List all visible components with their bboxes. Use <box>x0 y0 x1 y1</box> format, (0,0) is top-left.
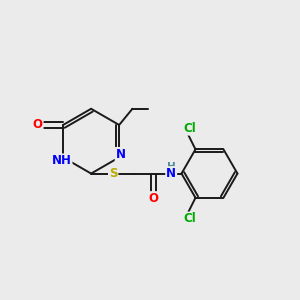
Text: H: H <box>167 162 176 172</box>
Text: O: O <box>148 192 158 205</box>
Text: NH: NH <box>52 154 71 167</box>
Text: Cl: Cl <box>183 212 196 226</box>
Text: N: N <box>166 167 176 180</box>
Text: N: N <box>116 148 126 161</box>
Text: Cl: Cl <box>183 122 196 135</box>
Text: S: S <box>109 167 117 180</box>
Text: O: O <box>32 118 42 131</box>
